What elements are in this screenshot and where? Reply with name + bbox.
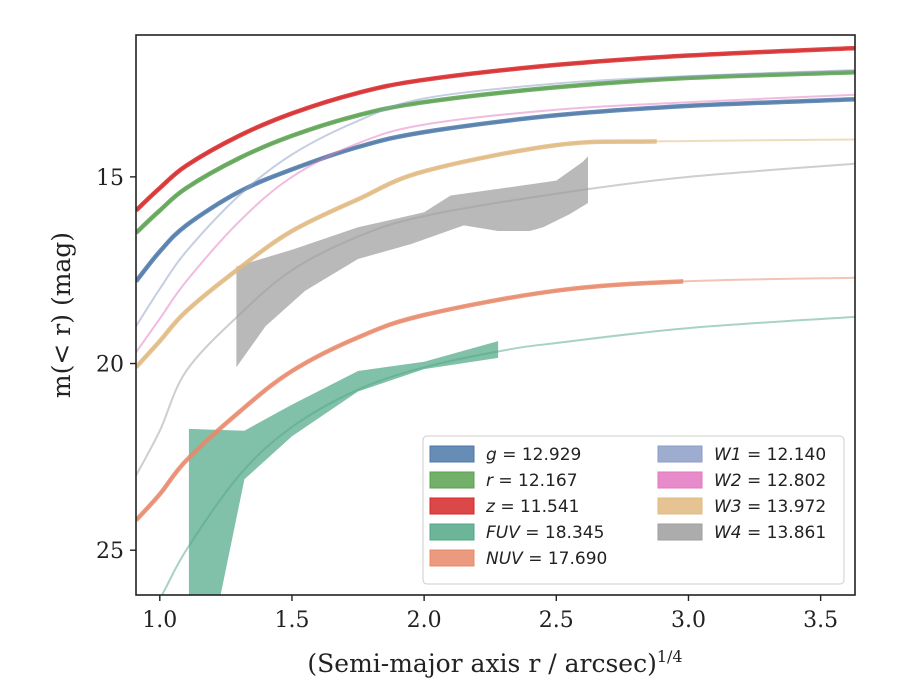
y-tick-label: 15 [96,166,124,191]
legend-swatch-w2 [657,471,703,489]
series-line-fuv [160,315,855,595]
series-lines [136,45,855,595]
legend-swatch-w1 [657,445,703,463]
series-line-w1 [136,69,855,327]
legend-swatch-g [429,445,475,463]
band-w4 [236,156,588,368]
legend-frame [422,435,845,585]
legend: g = 12.929 r = 12.167 z = 11.541 FUV = 18.3… [422,435,845,585]
legend-label-nuv: NUV = 17.690 [486,549,607,569]
uncertainty-bands [188,156,588,595]
series-band-g [136,96,855,283]
plot-frame [135,34,856,596]
y-tick-label: 25 [96,539,124,564]
legend-label-w1: W1 = 12.140 [714,445,826,465]
legend-swatch-w4 [657,523,703,541]
legend-swatch-z [429,497,475,515]
y-axis: 15 20 25 [96,166,136,564]
x-axis: 1.0 1.5 2.0 2.5 3.0 3.5 [142,595,838,633]
legend-label-z: z = 11.541 [485,497,579,517]
legend-label-g: g = 12.929 [486,445,581,465]
legend-swatch-fuv [429,523,475,541]
legend-swatch-nuv [429,549,475,567]
series-band-nuv [136,279,684,522]
legend-swatch-r [429,471,475,489]
series-line-w4 [136,162,855,476]
legend-label-w3: W3 = 13.972 [714,497,826,517]
plot-area [136,45,855,595]
series-band-z [136,45,855,213]
x-tick-label: 1.5 [274,608,309,633]
x-axis-label: (Semi-major axis r / arcsec)1/4 [307,647,682,678]
legend-label-w2: W2 = 12.802 [714,471,826,491]
series-line-w2 [136,93,855,353]
x-tick-label: 1.0 [142,608,177,633]
series-band-w3 [136,139,657,369]
legend-label-w4: W4 = 13.861 [714,523,826,543]
x-tick-label: 2.5 [539,608,574,633]
legend-swatch-w3 [657,497,703,515]
x-tick-label: 3.0 [671,608,706,633]
band-fuv [188,341,499,595]
legend-label-r: r = 12.167 [486,471,578,491]
y-axis-label: m(< r) (mag) [47,232,76,398]
x-tick-label: 2.0 [407,608,442,633]
legend-label-fuv: FUV = 18.345 [486,523,604,543]
series-band-r [136,70,855,235]
x-tick-label: 3.5 [803,608,838,633]
y-tick-label: 20 [96,353,124,378]
